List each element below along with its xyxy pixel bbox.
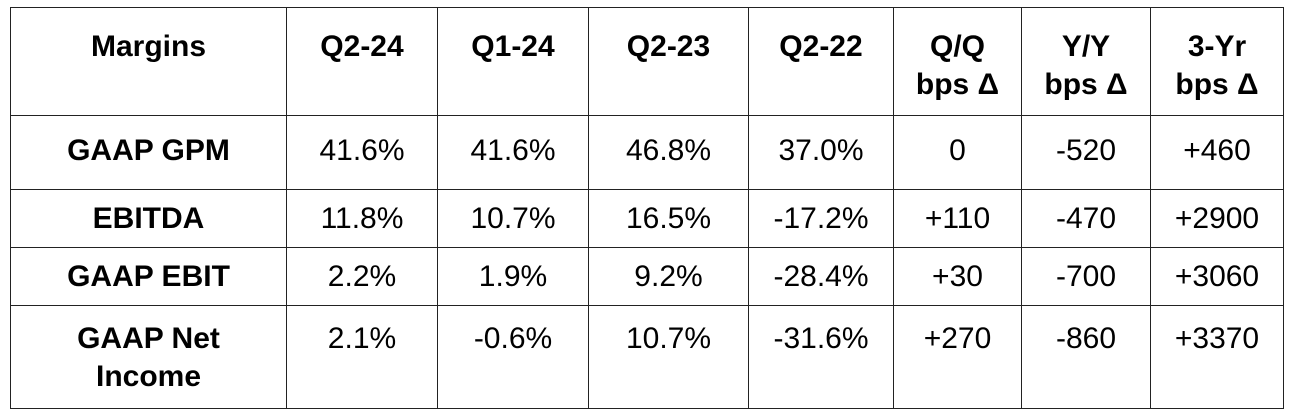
row-label-gaap-gpm: GAAP GPM [10,115,287,190]
table-cell: +460 [1150,115,1284,190]
table-cell: 11.8% [286,189,438,248]
column-header-qq-bps: Q/Q bps Δ [893,7,1022,116]
table-cell: -17.2% [748,189,894,248]
table-cell: 0 [893,115,1022,190]
table-cell: 2.2% [286,247,438,306]
header-row: Margins Q2-24 Q1-24 Q2-23 Q2-22 Q/Q bps … [10,7,1284,116]
column-header-q1-24: Q1-24 [437,7,589,116]
row-label-gaap-ebit: GAAP EBIT [10,247,287,306]
table-cell: 46.8% [588,115,749,190]
column-header-q2-23: Q2-23 [588,7,749,116]
table-cell: +30 [893,247,1022,306]
table-cell: -0.6% [437,305,589,409]
column-header-q2-22: Q2-22 [748,7,894,116]
table-cell: +3370 [1150,305,1284,409]
table-cell: -31.6% [748,305,894,409]
margins-table: Margins Q2-24 Q1-24 Q2-23 Q2-22 Q/Q bps … [10,7,1284,409]
table-cell: +2900 [1150,189,1284,248]
table-cell: +110 [893,189,1022,248]
table-row-gaap-net-income: GAAP Net Income 2.1% -0.6% 10.7% -31.6% … [10,305,1284,409]
table-cell: +3060 [1150,247,1284,306]
table-cell: -470 [1021,189,1151,248]
table-cell: 16.5% [588,189,749,248]
table-row-ebitda: EBITDA 11.8% 10.7% 16.5% -17.2% +110 -47… [10,189,1284,248]
row-label-gaap-net-income: GAAP Net Income [10,305,287,409]
table-cell: 2.1% [286,305,438,409]
column-header-yy-bps: Y/Y bps Δ [1021,7,1151,116]
table-cell: -860 [1021,305,1151,409]
column-header-3yr-bps: 3-Yr bps Δ [1150,7,1284,116]
table-row-gaap-ebit: GAAP EBIT 2.2% 1.9% 9.2% -28.4% +30 -700… [10,247,1284,306]
table-cell: -700 [1021,247,1151,306]
table-cell: 10.7% [437,189,589,248]
table-cell: 10.7% [588,305,749,409]
table-cell: 41.6% [286,115,438,190]
table-row-gaap-gpm: GAAP GPM 41.6% 41.6% 46.8% 37.0% 0 -520 … [10,115,1284,190]
table-cell: 9.2% [588,247,749,306]
column-header-margins: Margins [10,7,287,116]
table-cell: 41.6% [437,115,589,190]
table-cell: -520 [1021,115,1151,190]
row-label-ebitda: EBITDA [10,189,287,248]
table-cell: 37.0% [748,115,894,190]
column-header-q2-24: Q2-24 [286,7,438,116]
table-cell: -28.4% [748,247,894,306]
table-cell: 1.9% [437,247,589,306]
table-cell: +270 [893,305,1022,409]
